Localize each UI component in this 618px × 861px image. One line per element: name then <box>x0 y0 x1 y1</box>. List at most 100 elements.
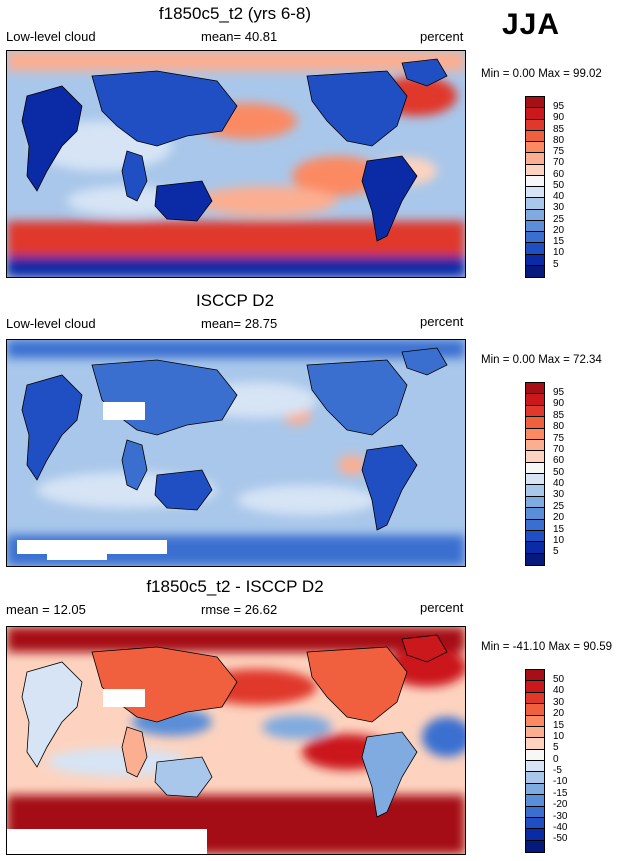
colorbar-cell <box>526 749 544 761</box>
colorbar-tick: 40 <box>553 478 565 489</box>
colorbar-cell <box>526 265 544 277</box>
colorbar-tick: -15 <box>553 788 568 799</box>
colorbar-cell <box>526 451 544 463</box>
colorbar-tick: 90 <box>553 398 565 409</box>
colorbar-cell <box>526 795 544 807</box>
colorbar-cell <box>526 783 544 796</box>
colorbar-tick: 80 <box>553 421 565 432</box>
colorbar-tick: 20 <box>553 512 565 523</box>
colorbar-cell <box>526 439 544 452</box>
colorbar-cell <box>526 130 544 142</box>
colorbar-cell <box>526 417 544 429</box>
colorbar-tick: 75 <box>553 146 565 157</box>
panel-2-title: ISCCP D2 <box>195 291 275 310</box>
colorbar-tick: 50 <box>553 674 565 685</box>
panel-3-title: f1850c5_t2 - ISCCP D2 <box>146 577 324 596</box>
colorbar-tick: 25 <box>553 214 565 225</box>
colorbar-cell <box>526 220 544 232</box>
colorbar-cell <box>526 405 544 418</box>
colorbar-tick: 85 <box>553 124 565 135</box>
colorbar-tick: 70 <box>553 157 565 168</box>
colorbar-tick: 60 <box>553 169 565 180</box>
panel-3-rmse-label: rmse = 26.62 <box>201 602 278 617</box>
colorbar-tick: 15 <box>553 236 565 247</box>
colorbar-tick: 40 <box>553 685 565 696</box>
colorbar-tick: 10 <box>553 247 565 258</box>
colorbar-tick: -5 <box>553 765 562 776</box>
colorbar-cell <box>526 142 544 154</box>
colorbar-cell <box>526 519 544 531</box>
colorbar-tick: 30 <box>553 489 565 500</box>
colorbar-cell <box>526 553 544 565</box>
colorbar-cell <box>526 164 544 176</box>
colorbar-cell <box>526 232 544 244</box>
obs-low-cloud-map <box>6 339 466 567</box>
colorbar-cell <box>526 383 544 395</box>
colorbar-cell <box>526 209 544 221</box>
panel-1-minmax: Min = 0.00 Max = 99.02 <box>481 68 602 80</box>
colorbar-tick: -40 <box>553 822 568 833</box>
season-label: JJA <box>502 8 561 41</box>
colorbar-tick: 5 <box>553 546 559 557</box>
colorbar-cell <box>526 198 544 210</box>
panel-3-minmax: Min = -41.10 Max = 90.59 <box>481 641 613 653</box>
colorbar-tick: -20 <box>553 799 568 810</box>
colorbar-cell <box>526 254 544 266</box>
colorbar-tick: 95 <box>553 387 565 398</box>
colorbar-tick: -30 <box>553 811 568 822</box>
panel-1-mean-label: mean= 40.81 <box>201 29 278 44</box>
colorbar-tick: 10 <box>553 731 565 742</box>
colorbar-cell <box>526 474 544 486</box>
colorbar-tick: 85 <box>553 410 565 421</box>
colorbar-tick: 60 <box>553 455 565 466</box>
colorbar-cell <box>526 704 544 716</box>
colorbar-tick: 75 <box>553 433 565 444</box>
panel-1-units-label: percent <box>420 29 464 44</box>
panel-2-colorbar <box>525 382 545 566</box>
colorbar-cell <box>526 542 544 554</box>
colorbar-tick: -10 <box>553 776 568 787</box>
colorbar-tick: 95 <box>553 101 565 112</box>
colorbar-tick: 0 <box>553 754 559 765</box>
colorbar-tick: 30 <box>553 202 565 213</box>
colorbar-cell <box>526 508 544 520</box>
colorbar-tick: 5 <box>553 742 559 753</box>
colorbar-tick: 15 <box>553 524 565 535</box>
panel-2-variable-label: Low-level cloud <box>6 316 96 331</box>
colorbar-tick: 70 <box>553 444 565 455</box>
colorbar-cell <box>526 670 544 682</box>
colorbar-tick: 40 <box>553 191 565 202</box>
colorbar-tick: 10 <box>553 535 565 546</box>
model-low-cloud-map <box>6 50 466 278</box>
panel-3-units-label: percent <box>420 600 464 615</box>
colorbar-tick: 50 <box>553 180 565 191</box>
colorbar-cell <box>526 715 544 727</box>
colorbar-cell <box>526 108 544 120</box>
colorbar-tick: -50 <box>553 833 568 844</box>
colorbar-cell <box>526 806 544 818</box>
colorbar-cell <box>526 496 544 509</box>
panel-1-colorbar <box>525 96 545 278</box>
colorbar-cell <box>526 829 544 841</box>
colorbar-tick: 25 <box>553 501 565 512</box>
panel-1-variable-label: Low-level cloud <box>6 29 96 44</box>
colorbar-cell <box>526 175 544 187</box>
colorbar-cell <box>526 692 544 705</box>
colorbar-cell <box>526 681 544 693</box>
colorbar-cell <box>526 738 544 750</box>
panel-2-units-label: percent <box>420 314 464 329</box>
difference-low-cloud-map <box>6 626 466 855</box>
colorbar-cell <box>526 153 544 165</box>
colorbar-cell <box>526 428 544 440</box>
colorbar-cell <box>526 530 544 543</box>
colorbar-cell <box>526 97 544 109</box>
colorbar-cell <box>526 840 544 852</box>
colorbar-cell <box>526 817 544 830</box>
colorbar-tick: 20 <box>553 225 565 236</box>
colorbar-cell <box>526 485 544 497</box>
colorbar-cell <box>526 394 544 406</box>
colorbar-tick: 15 <box>553 720 565 731</box>
colorbar-tick: 80 <box>553 135 565 146</box>
colorbar-cell <box>526 462 544 474</box>
panel-2-minmax: Min = 0.00 Max = 72.34 <box>481 354 602 366</box>
